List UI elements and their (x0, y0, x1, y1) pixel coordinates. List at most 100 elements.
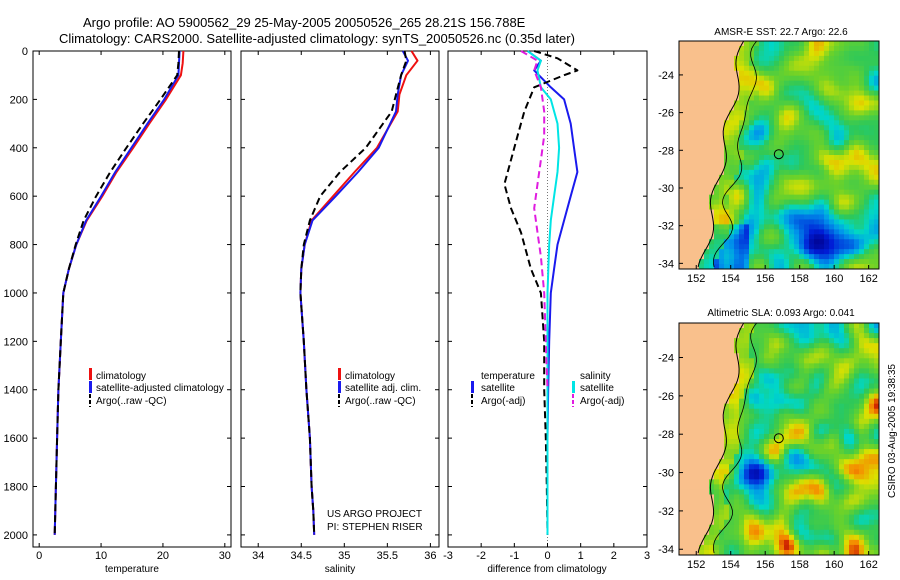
map-cell (824, 469, 830, 475)
map-cell (704, 174, 710, 181)
map-cell (839, 469, 845, 475)
map-cell (829, 353, 835, 359)
map-cell (874, 85, 880, 91)
map-cell (729, 145, 735, 151)
map-cell (819, 234, 825, 240)
map-cell (719, 539, 725, 546)
map-cell (714, 264, 720, 270)
map-cell (784, 504, 790, 511)
map-cell (834, 534, 840, 541)
map-cell (844, 60, 850, 67)
x-tick-label: 3 (644, 550, 650, 562)
map-cell (814, 519, 820, 526)
map-cell (759, 55, 765, 62)
map-cell (854, 164, 860, 171)
map-cell (704, 378, 710, 384)
map-cell (829, 145, 835, 151)
map-cell (724, 120, 730, 126)
map-cell (824, 90, 830, 96)
map-cell (769, 459, 775, 465)
map-cell (854, 388, 860, 395)
map-cell (859, 393, 865, 400)
map-cell (864, 459, 870, 465)
map-cell (799, 433, 805, 440)
map-cell (859, 464, 865, 470)
map-cell (699, 433, 705, 440)
map-cell (814, 219, 820, 225)
map-cell (719, 524, 725, 531)
map-cell (794, 514, 800, 521)
map-cell (869, 115, 875, 121)
map-cell (799, 169, 805, 176)
map-cell (864, 259, 870, 265)
map-cell (679, 363, 685, 369)
map-cell (764, 239, 770, 245)
map-cell (759, 383, 765, 389)
map-cell (844, 130, 850, 136)
map-cell (829, 499, 835, 505)
map-cell (784, 464, 790, 470)
map-cell (874, 408, 880, 415)
map-cell (684, 90, 690, 96)
map-cell (714, 150, 720, 156)
map-cell (699, 328, 705, 334)
map-cell (724, 224, 730, 230)
map-cell (679, 164, 685, 171)
map-cell (779, 189, 785, 196)
map-cell (844, 249, 850, 255)
map-cell (694, 50, 700, 57)
map-cell (804, 519, 810, 526)
map-cell (839, 519, 845, 526)
map-cell (744, 189, 750, 196)
map-cell (734, 514, 740, 521)
map-cell (864, 328, 870, 334)
map-cell (719, 155, 725, 161)
map-cell (789, 484, 795, 490)
map-cell (759, 85, 765, 91)
map-cell (724, 204, 730, 210)
map-cell (819, 494, 825, 500)
map-cell (724, 363, 730, 369)
map-cell (874, 333, 880, 339)
map-cell (819, 383, 825, 389)
map-cell (739, 239, 745, 245)
map-cell (794, 145, 800, 151)
map-cell (689, 150, 695, 156)
map-cell (819, 469, 825, 475)
map-cell (819, 348, 825, 354)
map-cell (744, 413, 750, 420)
map-cell (804, 179, 810, 186)
map-cell (784, 454, 790, 460)
map-cell (749, 95, 755, 101)
map-cell (679, 499, 685, 505)
series-line-argo-raw-qc (299, 50, 408, 535)
map-cell (709, 120, 715, 126)
map-cell (754, 474, 760, 480)
map-cell (794, 454, 800, 460)
map-cell (859, 524, 865, 531)
map-cell (694, 125, 700, 131)
map-cell (809, 184, 815, 191)
map-cell (729, 110, 735, 116)
map-cell (809, 504, 815, 511)
map-cell (874, 130, 880, 136)
map-cell (829, 189, 835, 196)
map-cell (789, 383, 795, 389)
map-cell (829, 259, 835, 265)
map-cell (769, 194, 775, 201)
map-cell (834, 514, 840, 521)
map-cell (729, 189, 735, 196)
map-cell (809, 229, 815, 235)
map-cell (709, 115, 715, 121)
map-cell (709, 479, 715, 485)
map-cell (809, 55, 815, 62)
map-cell (849, 519, 855, 526)
map-cell (874, 249, 880, 255)
map-cell (709, 338, 715, 344)
map-cell (844, 125, 850, 131)
map-cell (764, 159, 770, 166)
map-cell (784, 529, 790, 536)
map-cell (759, 50, 765, 57)
map-cell (774, 110, 780, 116)
map-cell (819, 398, 825, 405)
